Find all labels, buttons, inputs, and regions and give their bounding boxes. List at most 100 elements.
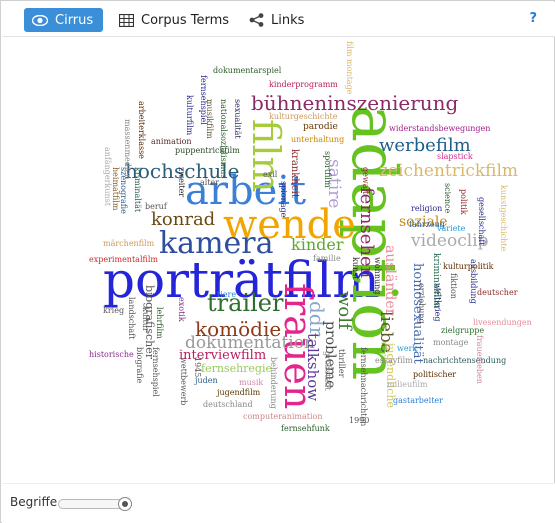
cloud-term[interactable]: spionage: [279, 181, 288, 218]
cloud-term[interactable]: erziehung: [417, 283, 426, 324]
cloud-term[interactable]: kulturfilm: [185, 95, 194, 136]
cloud-term[interactable]: kulturgeschichte: [269, 112, 338, 121]
cloud-term[interactable]: variete: [437, 224, 466, 233]
cloud-term[interactable]: fernsehspiel: [151, 347, 160, 397]
cloud-term[interactable]: fernsehen: [356, 187, 377, 279]
cloud-term[interactable]: parodie: [303, 122, 338, 132]
cloud-term[interactable]: slapstick: [437, 152, 473, 161]
cloud-term[interactable]: frauenleben: [475, 335, 484, 384]
cloud-term[interactable]: krankheit: [289, 149, 300, 198]
cloud-term[interactable]: exotik: [177, 297, 186, 322]
cloud-term[interactable]: soziale: [399, 214, 448, 230]
cloud-term[interactable]: widerstandsbewegungen: [389, 124, 491, 133]
cloud-term[interactable]: livesendungen: [473, 318, 532, 327]
cloud-term[interactable]: milieufilm: [387, 380, 428, 389]
cloud-term[interactable]: komödie: [195, 317, 282, 341]
cloud-term[interactable]: unterhaltung: [291, 135, 345, 144]
cloud-term[interactable]: gesellschaft: [477, 197, 486, 246]
cloud-term[interactable]: wolf: [334, 291, 355, 330]
cloud-term[interactable]: interviewfilm: [179, 348, 267, 363]
cloud-term[interactable]: hochschule: [125, 159, 240, 183]
cloud-term[interactable]: wettbewerb: [179, 357, 188, 406]
cloud-term[interactable]: sportfilm: [323, 151, 332, 188]
cloud-term[interactable]: film montage: [345, 41, 354, 95]
cloud-term[interactable]: ausbildung: [469, 259, 478, 304]
tab-corpus-terms[interactable]: Corpus Terms: [119, 8, 229, 32]
cloud-term[interactable]: frauen: [276, 283, 320, 410]
cloud-term[interactable]: science: [443, 183, 452, 214]
cloud-term[interactable]: nationalsozialismus: [219, 99, 228, 179]
cloud-term[interactable]: kamera: [159, 226, 274, 261]
cloud-term[interactable]: tiere: [217, 290, 237, 299]
cloud-term[interactable]: ausländer: [382, 245, 398, 316]
cloud-term[interactable]: animation: [151, 137, 192, 146]
cloud-term[interactable]: werk: [397, 344, 418, 353]
cloud-term[interactable]: computeranimation: [243, 412, 323, 421]
cloud-term[interactable]: 1945: [193, 357, 202, 378]
cloud-term[interactable]: politik: [459, 189, 468, 215]
cloud-term[interactable]: arbeit: [185, 168, 307, 214]
cloud-term[interactable]: ddr: [305, 301, 329, 337]
tab-cirrus[interactable]: Cirrus: [24, 8, 104, 32]
cloud-term[interactable]: fiktion: [449, 273, 458, 299]
cloud-term[interactable]: heimatfilm: [111, 167, 120, 211]
cloud-term[interactable]: bühneninszenierung: [251, 91, 459, 115]
cloud-term[interactable]: kriminalfilm: [431, 253, 441, 309]
cloud-term[interactable]: liebe: [376, 311, 396, 353]
cloud-term[interactable]: massenmedien: [123, 119, 132, 180]
cloud-term[interactable]: experimentalfilm: [89, 255, 158, 264]
cloud-term[interactable]: juden: [195, 376, 218, 385]
cloud-term[interactable]: deutschland: [203, 400, 253, 409]
cloud-term[interactable]: wohnung: [373, 257, 382, 295]
cloud-term[interactable]: großstadt: [323, 351, 332, 391]
cloud-term[interactable]: trailer: [207, 289, 284, 317]
cloud-term[interactable]: jugendfilm: [217, 388, 261, 397]
cloud-term[interactable]: szenografie: [119, 167, 128, 214]
cloud-term[interactable]: beruf: [145, 202, 167, 211]
cloud-term[interactable]: politischer: [413, 370, 457, 379]
cloud-term[interactable]: thriller: [337, 349, 346, 378]
cloud-term[interactable]: porträtfilm: [103, 251, 380, 309]
cloud-term[interactable]: musikfilm: [205, 99, 214, 139]
help-button[interactable]: ?: [529, 11, 537, 26]
cloud-term[interactable]: puppentrickfilm: [175, 146, 240, 155]
cloud-term[interactable]: gewalt: [361, 167, 370, 195]
cloud-term[interactable]: kunst: [351, 257, 360, 280]
cloud-term[interactable]: adaption: [338, 105, 411, 381]
cloud-term[interactable]: kinderprogramm: [269, 80, 338, 89]
cloud-term[interactable]: kulturpolitik: [443, 262, 494, 271]
cloud-term[interactable]: kriminaltät: [133, 167, 142, 213]
cloud-term[interactable]: biografischer: [143, 285, 156, 360]
cloud-term[interactable]: weltkrieg: [433, 283, 442, 322]
cloud-term[interactable]: anfängerkunst: [103, 147, 112, 206]
cloud-term[interactable]: wende: [223, 202, 356, 248]
cloud-term[interactable]: religion: [411, 204, 443, 213]
cloud-term[interactable]: landschaft: [127, 297, 136, 340]
cloud-term[interactable]: essayfilm: [375, 356, 413, 365]
cloud-term[interactable]: nachrichtensendung: [423, 356, 507, 365]
cloud-term[interactable]: lehrfilm: [155, 307, 164, 339]
cloud-term[interactable]: historische: [89, 350, 134, 359]
cloud-term[interactable]: musik: [239, 378, 264, 387]
cloud-term[interactable]: exil: [263, 170, 278, 179]
cloud-term[interactable]: alter: [200, 178, 220, 187]
cloud-term[interactable]: konrad: [151, 209, 216, 230]
cloud-term[interactable]: montage: [433, 338, 469, 347]
cloud-term[interactable]: gastarbeiter: [393, 396, 443, 405]
cloud-term[interactable]: fahrzeug: [409, 220, 445, 229]
cloud-term[interactable]: dokumentation: [185, 333, 315, 353]
cloud-term[interactable]: krieg: [103, 306, 125, 315]
cloud-term[interactable]: familie: [313, 254, 341, 263]
terms-slider-thumb[interactable]: [118, 497, 132, 511]
cloud-term[interactable]: arbeiterklasse: [137, 101, 146, 159]
cloud-term[interactable]: 1990: [349, 416, 370, 425]
cloud-term[interactable]: kultur: [141, 307, 150, 332]
cloud-term[interactable]: film: [244, 119, 288, 193]
cloud-term[interactable]: zeichentrickfilm: [379, 161, 519, 181]
cloud-term[interactable]: fernsehregie: [201, 362, 273, 375]
cloud-term[interactable]: werbefilm: [379, 135, 471, 156]
cloud-term[interactable]: probleme: [322, 321, 338, 389]
cloud-term[interactable]: sexualität: [233, 99, 242, 139]
cloud-term[interactable]: zielgruppe: [441, 326, 485, 335]
cloud-term[interactable]: talkshow: [304, 333, 322, 402]
